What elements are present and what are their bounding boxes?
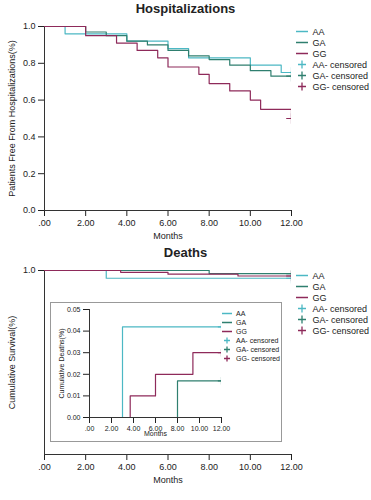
svg-text:0.8: 0.8 bbox=[23, 58, 36, 68]
svg-text:Patients Free From Hospitaliza: Patients Free From Hospitalizations(%) bbox=[7, 40, 17, 197]
svg-text:0.0: 0.0 bbox=[23, 205, 36, 215]
svg-text:0.4: 0.4 bbox=[23, 132, 36, 142]
svg-text:Cumulative Deaths(%): Cumulative Deaths(%) bbox=[58, 328, 66, 398]
svg-text:4.00: 4.00 bbox=[127, 425, 141, 432]
svg-text:.00: .00 bbox=[85, 425, 95, 432]
html-text:AA- censored: AA- censored bbox=[236, 337, 279, 344]
html-text:AA: AA bbox=[236, 310, 246, 317]
svg-text:0.02: 0.02 bbox=[67, 371, 81, 378]
html-text:GA- censored: GA- censored bbox=[312, 70, 368, 81]
svg-text:.00: .00 bbox=[38, 462, 51, 472]
svg-text:4.00: 4.00 bbox=[118, 462, 136, 472]
svg-text:0.6: 0.6 bbox=[23, 95, 36, 105]
svg-text:Months: Months bbox=[153, 231, 183, 241]
svg-text:4.00: 4.00 bbox=[118, 218, 136, 228]
svg-text:0.03: 0.03 bbox=[67, 349, 81, 356]
svg-text:1.0: 1.0 bbox=[23, 265, 36, 275]
svg-text:0.2: 0.2 bbox=[23, 169, 36, 179]
svg-text:8.00: 8.00 bbox=[200, 462, 218, 472]
html-text:GG- censored: GG- censored bbox=[312, 81, 369, 92]
svg-text:8.00: 8.00 bbox=[171, 425, 185, 432]
html-text:AA: AA bbox=[312, 270, 325, 281]
svg-text:Months: Months bbox=[153, 475, 183, 485]
svg-text:2.00: 2.00 bbox=[77, 218, 95, 228]
html-text:GA- censored: GA- censored bbox=[236, 346, 280, 353]
svg-text:6.00: 6.00 bbox=[159, 462, 177, 472]
svg-text:10.00: 10.00 bbox=[191, 425, 209, 432]
html-text:GG: GG bbox=[236, 328, 247, 335]
svg-text:12.00: 12.00 bbox=[213, 425, 231, 432]
svg-text:0.05: 0.05 bbox=[67, 306, 81, 313]
svg-text:8.00: 8.00 bbox=[200, 218, 218, 228]
svg-text:6.00: 6.00 bbox=[159, 218, 177, 228]
svg-text:12.00: 12.00 bbox=[280, 462, 303, 472]
html-text:AA- censored: AA- censored bbox=[312, 59, 367, 70]
svg-text:0.00: 0.00 bbox=[67, 414, 81, 421]
svg-text:0.01: 0.01 bbox=[67, 392, 81, 399]
html-text:AA: AA bbox=[312, 26, 325, 37]
html-text:GG- censored: GG- censored bbox=[236, 355, 280, 362]
svg-text:1.0: 1.0 bbox=[23, 21, 36, 31]
svg-text:Cumulative Survival(%): Cumulative Survival(%) bbox=[7, 316, 17, 410]
svg-text:0.04: 0.04 bbox=[67, 327, 81, 334]
html-text:GG- censored: GG- censored bbox=[312, 325, 369, 336]
svg-text:2.00: 2.00 bbox=[105, 425, 119, 432]
html-text:GG: GG bbox=[312, 48, 327, 59]
html-text:AA- censored: AA- censored bbox=[312, 303, 367, 314]
svg-text:.00: .00 bbox=[38, 218, 51, 228]
html-text:GA: GA bbox=[236, 319, 247, 326]
svg-text:2.00: 2.00 bbox=[77, 462, 95, 472]
html-text:GA: GA bbox=[312, 37, 326, 48]
html-text:GA: GA bbox=[312, 281, 326, 292]
svg-text:10.00: 10.00 bbox=[239, 218, 262, 228]
html-text:GG: GG bbox=[312, 292, 327, 303]
svg-text:12.00: 12.00 bbox=[280, 218, 303, 228]
html-text:Deaths: Deaths bbox=[163, 245, 208, 260]
html-text:Hospitalizations: Hospitalizations bbox=[135, 1, 236, 16]
html-text:GA- censored: GA- censored bbox=[312, 314, 368, 325]
svg-text:10.00: 10.00 bbox=[239, 462, 262, 472]
svg-text:Months: Months bbox=[144, 430, 167, 437]
